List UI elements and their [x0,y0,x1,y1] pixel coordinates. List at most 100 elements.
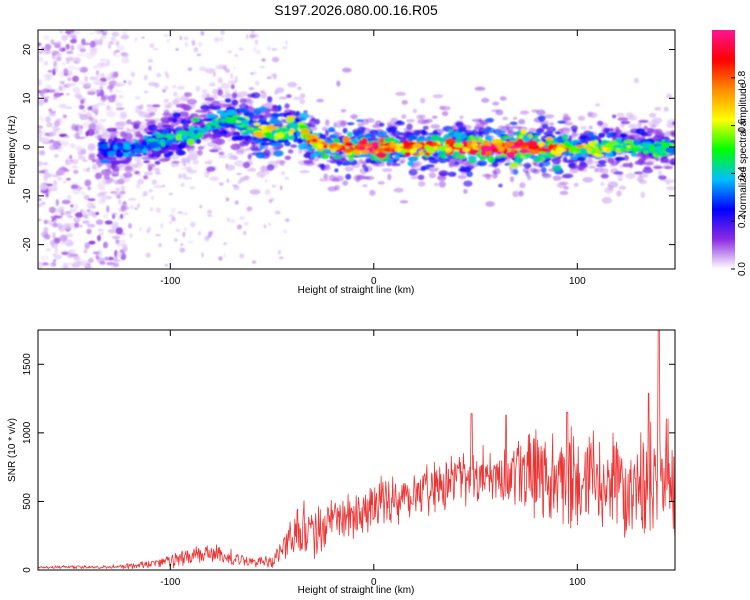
spectrogram-cell [281,172,286,176]
spectrogram-cell [82,263,90,268]
spectrogram-cell [50,216,56,219]
spectrogram-cell [100,72,105,81]
spectrogram-cell [172,84,177,89]
spectrogram-cell [399,160,405,164]
spectrogram-cell [245,129,254,134]
spectrogram-cell [113,255,118,261]
spectrogram-cell [89,32,96,35]
spectrogram-cell [50,39,54,44]
spectrogram-cell [58,85,63,91]
spectrogram-cell [538,148,549,152]
spectrogram-cell [420,165,427,172]
spectrogram-cell [463,188,468,194]
spectrogram-cell [152,48,159,51]
spectrogram-cell [134,170,140,175]
spectrogram-cell [394,154,400,160]
spectrogram-cell [334,184,341,191]
spectrogram-cell [399,200,409,204]
spectrogram-cell [195,85,201,92]
spectrogram-cell [616,112,625,118]
spectrogram-cell [234,54,239,57]
spectrogram-cell [509,162,519,169]
spectrogram-cell [319,178,330,182]
spectrogram-cell [471,140,478,143]
spectrogram-cell [317,143,324,149]
spectrogram-cell [108,41,115,45]
spectrogram-cell [123,145,132,151]
spectrogram-cell [494,142,503,147]
spectrogram-cell [57,145,63,152]
spectrogram-cell [97,257,105,264]
spectrogram-cell [146,119,155,124]
spectrogram-cell [264,189,271,196]
spectrogram-cell [655,128,663,135]
spectrogram-cell [562,173,574,179]
spectrogram-cell [250,92,261,99]
spectrogram-cell [203,145,207,148]
spectrogram-cell [66,50,74,55]
spectrogram-cell [111,169,120,177]
spectrogram-cell [179,247,186,253]
spectrogram-cell [78,80,85,85]
spectrogram-cell [187,138,195,146]
spectrogram-cell [274,210,281,215]
spectrogram-cell [512,190,519,198]
spectrogram-cell [417,174,425,180]
spectrogram-cell [57,222,63,230]
spectrogram-cell [99,35,106,42]
spectrogram-cell [86,228,92,235]
spectrogram-cell [149,207,154,212]
spectrogram-cell [183,36,189,41]
spectrogram-cell [496,155,502,159]
spectrogram-cell [206,166,216,172]
spectrogram-cell [551,157,562,165]
spectrogram-y-label: Frequency (Hz) [7,116,18,185]
snr-x-tick-label: 100 [569,577,586,588]
spectrogram-cell [123,80,127,84]
spectrogram-cell [223,242,227,245]
spectrogram-cell [520,129,528,135]
spectrogram-cell [99,89,105,97]
spectrogram-cell [39,150,46,156]
spectrogram-cell [606,132,612,139]
spectrogram-cell [667,146,674,151]
spectrogram-cell [260,142,271,146]
spectrogram-cell [53,92,62,98]
spectrogram-cell [119,243,127,246]
spectrogram-cell [670,158,675,162]
spectrogram-cell [130,204,133,210]
spectrogram-cell [233,90,238,93]
spectrogram-cell [213,71,216,78]
spectrogram-cell [91,108,98,114]
spectrogram-cell [109,88,113,93]
spectrogram-cell [491,109,500,113]
spectrogram-cell [497,146,505,152]
spectrogram-cell [485,118,494,123]
spectrogram-cell [87,145,96,151]
spectrogram-cell [336,124,341,128]
spectrogram-y-tick-label: -20 [22,237,33,252]
spectrogram-cell [528,140,538,148]
spectrogram-cell [82,122,91,128]
spectrogram-cell [439,105,446,110]
spectrogram-cell [297,86,302,91]
spectrogram-cell [532,168,540,174]
spectrogram-cell [376,147,385,151]
spectrogram-cell [226,178,230,183]
spectrogram-cell [41,130,47,134]
spectrogram-cell [122,143,132,147]
spectrogram-cell [460,168,471,173]
spectrogram-cell [96,62,105,69]
spectrogram-cell [401,99,408,105]
spectrogram-cell [601,139,608,145]
spectrogram-cell [333,145,343,149]
spectrogram-cell [218,155,228,159]
spectrogram-cell [102,31,107,36]
spectrogram-cell [162,129,168,135]
spectrogram-cell [85,52,95,60]
spectrogram-cell [536,109,546,116]
spectrogram-cell [428,146,435,153]
spectrogram-cell [61,62,66,66]
spectrogram-cell [104,220,113,225]
